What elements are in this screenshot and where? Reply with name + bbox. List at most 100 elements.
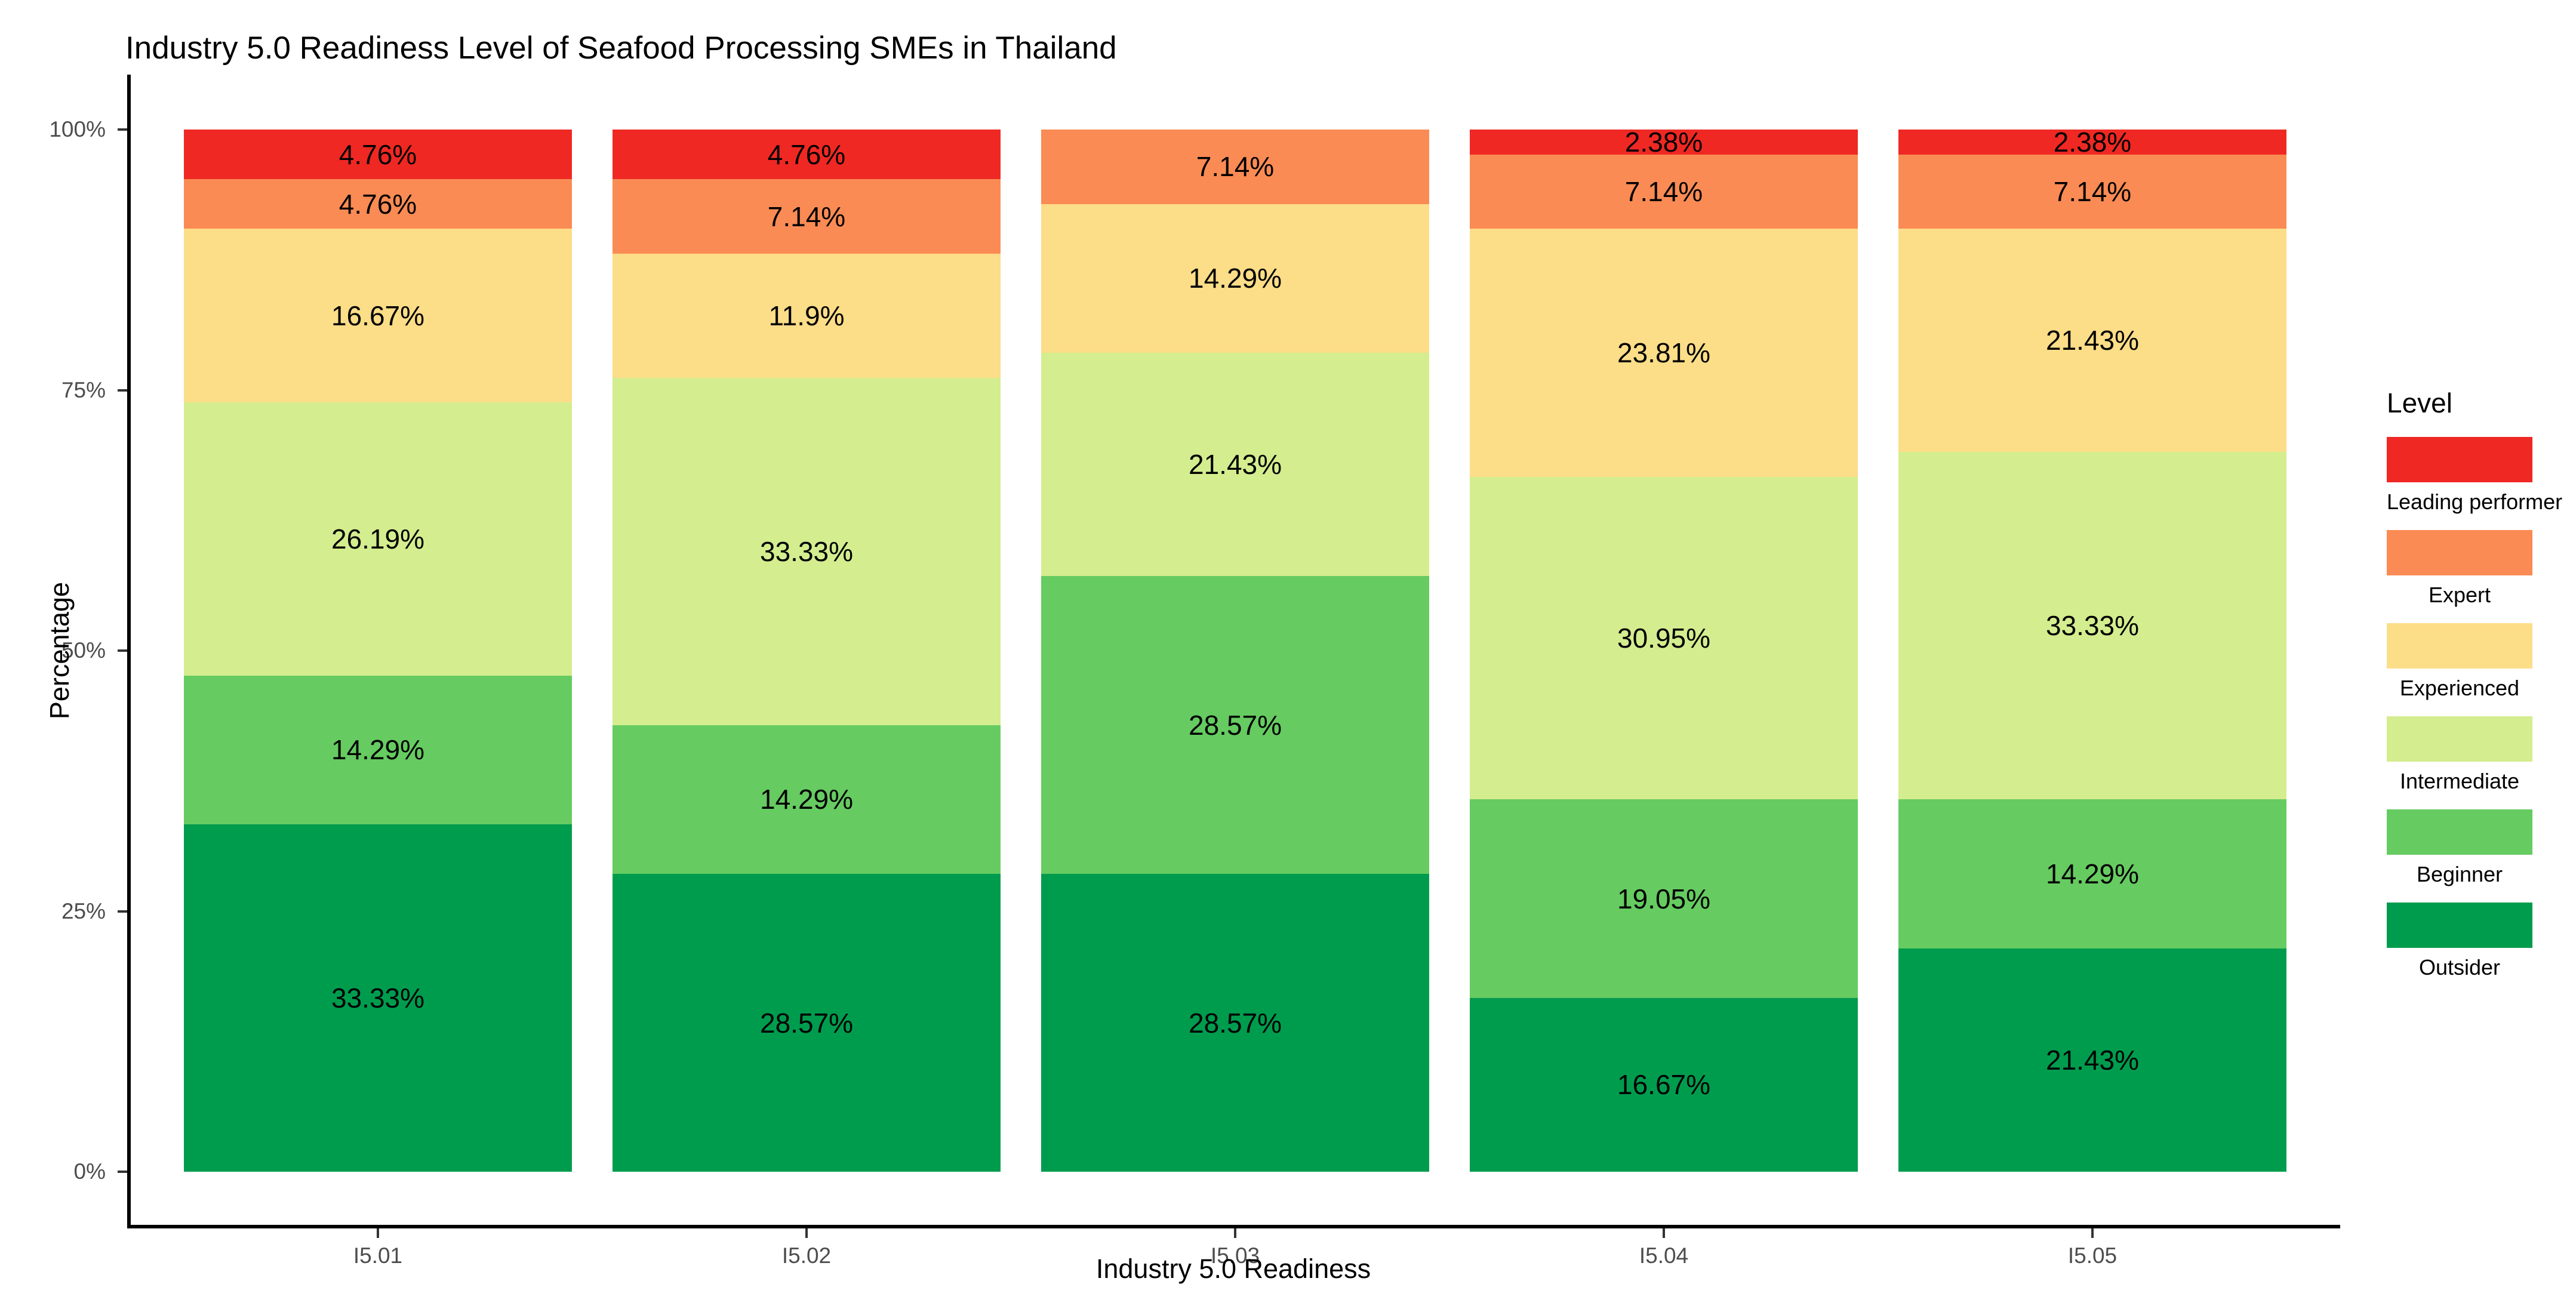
- bar-segment-expert: 7.14%: [1470, 154, 1858, 229]
- y-axis-line: [127, 75, 131, 1228]
- bar-segment-label: 14.29%: [759, 784, 854, 815]
- bar-I5.04: 16.67% 19.05% 30.95% 23.81% 7.14% 2.38%: [1470, 127, 1858, 1172]
- legend-swatch-experienced: [2387, 623, 2532, 669]
- legend-item: Experienced: [2387, 623, 2542, 701]
- bar-segment-label: 11.9%: [768, 300, 845, 331]
- bar-segment-expert: 7.14%: [1041, 130, 1429, 204]
- bar-segment-intermediate: 30.95%: [1470, 476, 1858, 800]
- bar-segment-experienced: 23.81%: [1470, 229, 1858, 477]
- legend-swatch-expert: [2387, 530, 2532, 575]
- bar-segment-label: 7.14%: [2053, 175, 2132, 207]
- bar-I5.03: 28.57% 28.57% 21.43% 14.29% 7.14%: [1041, 130, 1429, 1172]
- y-tick-mark: [118, 128, 127, 131]
- legend-title: Level: [2387, 387, 2452, 418]
- bar-segment-expert: 7.14%: [1898, 154, 2286, 229]
- bar-segment-expert: 4.76%: [184, 179, 572, 229]
- y-tick-label: 25%: [61, 898, 106, 923]
- bar-segment-outsider: 28.57%: [1041, 874, 1429, 1172]
- x-tick-mark: [1234, 1228, 1236, 1238]
- bar-segment-outsider: 28.57%: [613, 874, 1001, 1172]
- x-tick-mark: [1663, 1228, 1665, 1238]
- y-tick-label: 0%: [73, 1159, 106, 1184]
- legend-label: Beginner: [2416, 862, 2503, 886]
- legend-label: Outsider: [2418, 955, 2501, 980]
- bar-segment-beginner: 14.29%: [613, 725, 1001, 874]
- x-tick-mark: [2091, 1228, 2094, 1238]
- bar-segment-label: 14.29%: [331, 734, 425, 766]
- legend-swatch-leading-performer: [2387, 437, 2532, 482]
- y-tick-mark: [118, 1171, 127, 1173]
- bar-segment-outsider: 33.33%: [184, 824, 572, 1172]
- bar-segment-label: 21.43%: [2045, 1044, 2140, 1076]
- bar-I5.02: 28.57% 14.29% 33.33% 11.9% 7.14% 4.76%: [613, 130, 1001, 1172]
- legend-item: Beginner: [2387, 809, 2542, 887]
- bar-segment-label: 2.38%: [2053, 126, 2132, 158]
- bar-segment-experienced: 14.29%: [1041, 204, 1429, 353]
- bar-segment-beginner: 14.29%: [184, 675, 572, 825]
- bar-segment-leading-performer: 2.38%: [1470, 127, 1858, 158]
- legend-label: Expert: [2428, 583, 2491, 607]
- bar-segment-label: 30.95%: [1617, 623, 1711, 654]
- legend-swatch-beginner: [2387, 809, 2532, 855]
- bar-segment-label: 14.29%: [1188, 263, 1282, 294]
- bar-segment-label: 26.19%: [331, 523, 425, 555]
- legend-items: Leading performer Expert Experienced Interm…: [2387, 437, 2563, 980]
- bar-segment-label: 7.14%: [1624, 175, 1703, 207]
- plot-panel: 0% 25% 50% 75% 100% I5.01 I5.02 I5.03 I5.04 I5.0…: [49, 75, 2340, 1268]
- x-tick-label: I5.01: [353, 1243, 403, 1268]
- bar-segment-label: 4.76%: [338, 138, 417, 170]
- bar-segment-beginner: 14.29%: [1898, 799, 2286, 948]
- bar-segment-label: 2.38%: [1624, 126, 1703, 158]
- bar-segment-label: 16.67%: [1617, 1069, 1711, 1101]
- bar-segment-label: 7.14%: [1196, 151, 1275, 183]
- bar-segment-label: 28.57%: [1188, 709, 1282, 741]
- legend-label: Experienced: [2399, 676, 2520, 700]
- bar-segment-experienced: 16.67%: [184, 229, 572, 403]
- bar-I5.05: 21.43% 14.29% 33.33% 21.43% 7.14% 2.38%: [1898, 127, 2286, 1172]
- bar-segment-label: 19.05%: [1617, 883, 1711, 914]
- bar-segment-label: 14.29%: [2045, 858, 2140, 890]
- bar-segment-experienced: 11.9%: [613, 253, 1001, 378]
- legend-item: Intermediate: [2387, 716, 2542, 794]
- legend-item: Outsider: [2387, 903, 2542, 980]
- legend: Level Leading performer Expert Experienced…: [2387, 387, 2563, 996]
- bar-segment-beginner: 19.05%: [1470, 799, 1858, 998]
- legend-item: Expert: [2387, 530, 2542, 608]
- y-axis-title: Percentage: [44, 581, 75, 720]
- legend-item: Leading performer: [2387, 437, 2563, 515]
- y-tick-mark: [118, 389, 127, 392]
- bar-segment-label: 4.76%: [767, 138, 846, 170]
- bar-segment-leading-performer: 4.76%: [613, 130, 1001, 180]
- bar-segment-label: 23.81%: [1617, 337, 1711, 369]
- bar-segment-intermediate: 33.33%: [1898, 452, 2286, 800]
- x-axis-line: [127, 1225, 2340, 1228]
- bar-segment-outsider: 21.43%: [1898, 948, 2286, 1172]
- x-tick-label: I5.04: [1639, 1243, 1689, 1268]
- bar-segment-label: 21.43%: [2045, 325, 2140, 356]
- bar-segment-label: 7.14%: [767, 201, 846, 232]
- x-tick-mark: [805, 1228, 808, 1238]
- bar-segment-intermediate: 21.43%: [1041, 353, 1429, 577]
- x-tick-mark: [377, 1228, 379, 1238]
- y-tick-label: 100%: [49, 117, 106, 141]
- bar-segment-label: 16.67%: [331, 300, 425, 331]
- y-tick-label: 75%: [61, 377, 106, 402]
- y-tick-label: 50%: [61, 638, 106, 663]
- bar-segment-label: 21.43%: [1188, 449, 1282, 481]
- bar-segment-label: 33.33%: [759, 535, 854, 567]
- bar-segment-intermediate: 33.33%: [613, 377, 1001, 725]
- x-axis-title: Industry 5.0 Readiness: [1095, 1253, 1371, 1284]
- bar-segment-label: 4.76%: [338, 188, 417, 220]
- bar-segment-intermediate: 26.19%: [184, 402, 572, 676]
- bar-segment-label: 28.57%: [759, 1007, 854, 1039]
- y-tick-mark: [118, 910, 127, 913]
- bar-I5.01: 33.33% 14.29% 26.19% 16.67% 4.76% 4.76%: [184, 130, 572, 1172]
- legend-swatch-outsider: [2387, 903, 2532, 948]
- legend-label: Leading performer: [2387, 489, 2563, 514]
- bar-segment-experienced: 21.43%: [1898, 229, 2286, 452]
- x-tick-label: I5.05: [2067, 1243, 2118, 1268]
- bar-segment-label: 28.57%: [1188, 1007, 1282, 1039]
- x-tick-label: I5.03: [1210, 1243, 1260, 1268]
- bar-segment-label: 33.33%: [331, 982, 425, 1014]
